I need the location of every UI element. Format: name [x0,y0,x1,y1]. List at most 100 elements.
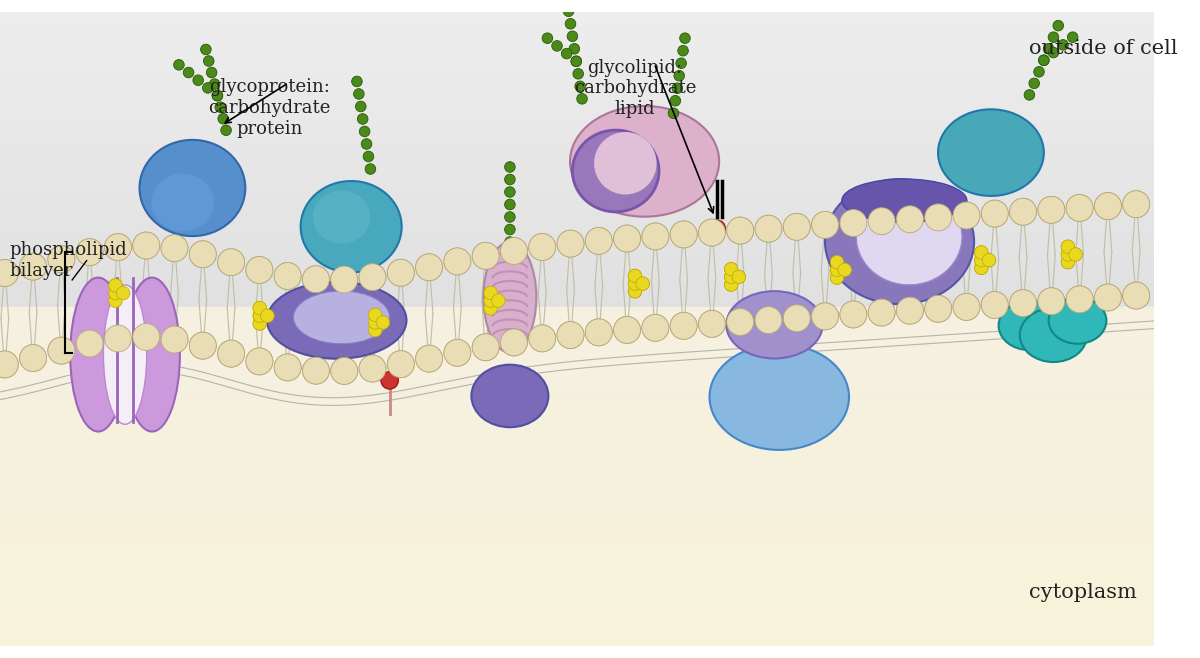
Circle shape [830,263,844,276]
Bar [0,63,1154,66]
Circle shape [838,263,852,276]
Bar [0,22,1154,25]
Circle shape [484,294,497,307]
Bar [0,604,1154,607]
Circle shape [1066,286,1093,313]
Ellipse shape [139,140,245,236]
Bar [0,269,1154,272]
Circle shape [755,307,782,334]
Circle shape [492,294,505,307]
Bar [0,570,1154,572]
Bar [0,348,1154,351]
Bar [0,66,1154,70]
Circle shape [444,248,470,275]
Bar [0,126,1154,130]
Circle shape [670,95,680,106]
Circle shape [982,291,1008,318]
Circle shape [505,174,515,185]
Circle shape [246,257,272,284]
Bar [0,376,1154,380]
Circle shape [586,319,612,345]
Circle shape [974,261,988,274]
Bar [0,174,1154,177]
Circle shape [784,305,810,332]
Circle shape [629,269,642,283]
Bar [0,120,1154,123]
Circle shape [830,255,844,269]
Circle shape [260,309,274,322]
Bar [0,626,1154,630]
Circle shape [484,301,497,315]
Ellipse shape [1049,297,1106,343]
Bar [0,373,1154,376]
Circle shape [472,242,499,269]
Bar [0,338,1154,342]
Circle shape [500,329,528,356]
Circle shape [698,311,725,338]
Circle shape [811,303,839,330]
Ellipse shape [301,181,402,272]
Circle shape [359,355,386,382]
Ellipse shape [938,109,1044,196]
Circle shape [388,351,414,378]
Circle shape [359,355,386,382]
Bar [0,579,1154,582]
Circle shape [1068,32,1078,43]
Circle shape [104,234,132,261]
Circle shape [359,264,386,291]
Circle shape [983,253,996,267]
Circle shape [1061,247,1075,261]
Bar [0,503,1154,506]
Bar [0,364,1154,367]
Circle shape [48,246,74,272]
Bar [0,361,1154,364]
Circle shape [161,326,188,353]
Bar [0,228,1154,231]
Bar [0,203,1154,205]
Circle shape [200,44,211,55]
Bar [0,91,1154,95]
Circle shape [577,93,587,104]
Circle shape [838,263,852,276]
Circle shape [274,354,301,381]
Bar [0,611,1154,614]
Circle shape [529,234,556,261]
Circle shape [253,316,266,330]
Circle shape [974,246,988,259]
Circle shape [331,357,358,384]
Bar [0,145,1154,149]
Circle shape [218,113,228,124]
Circle shape [274,263,301,290]
Ellipse shape [151,174,214,231]
Circle shape [725,278,738,291]
Bar [0,187,1154,190]
Bar [0,177,1154,180]
Bar [0,617,1154,620]
Bar [0,642,1154,645]
Circle shape [830,271,844,284]
Circle shape [368,316,382,329]
Circle shape [253,316,266,330]
Bar [0,322,1154,326]
Ellipse shape [1020,308,1087,362]
Circle shape [1094,193,1121,220]
Bar [0,351,1154,354]
Circle shape [676,58,686,68]
Circle shape [352,76,362,87]
Circle shape [755,215,782,242]
Bar [0,218,1154,221]
Bar [0,614,1154,617]
Circle shape [368,324,382,337]
Circle shape [529,234,556,261]
Bar [0,32,1154,35]
Circle shape [629,269,642,283]
Circle shape [1038,288,1064,315]
Bar [0,639,1154,642]
Circle shape [0,259,18,286]
Circle shape [260,309,274,322]
Bar [0,199,1154,203]
Circle shape [484,286,497,299]
Bar [0,551,1154,554]
Circle shape [784,213,810,240]
Circle shape [953,293,980,320]
